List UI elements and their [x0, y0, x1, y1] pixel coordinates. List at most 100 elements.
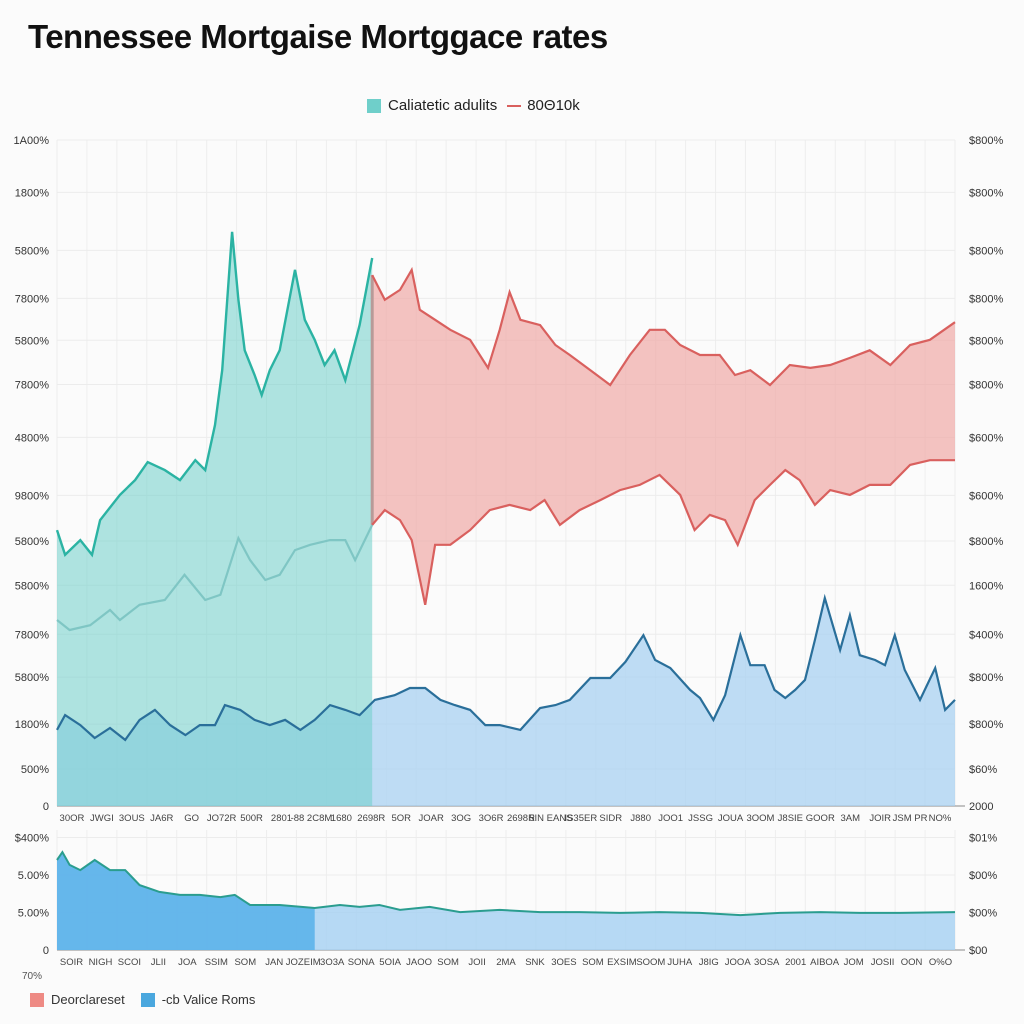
x-tick-label: 3OSA	[754, 957, 780, 968]
y-tick-right: $01%	[969, 833, 997, 845]
plot-panel-0: 1A00% $800% 1800% $800% 5800% $800% 7800% $800%…	[14, 135, 1004, 824]
y-tick-left: 5.00%	[18, 870, 49, 882]
x-tick-label: 30OR	[60, 813, 85, 824]
x-tick-label: 3O6R	[479, 813, 504, 824]
y-tick-left: 5.00%	[18, 908, 49, 920]
x-tick-label: 2001	[785, 957, 806, 968]
x-tick-label: SIDR	[599, 813, 622, 824]
y-tick-left: 0	[43, 945, 49, 957]
x-tick-label: SONA	[348, 957, 376, 968]
y-tick-left: 5800%	[15, 335, 49, 347]
x-tick-label: J8SIE	[778, 813, 803, 824]
x-tick-label: JWGI	[90, 813, 114, 824]
x-tick-label: JOAR	[418, 813, 443, 824]
series-line-blue	[56, 593, 956, 742]
legend-swatch-teal	[367, 98, 381, 113]
legend-swatch-blue	[140, 992, 155, 1007]
legend-line-red	[507, 104, 522, 107]
x-tick-label: JOSII	[871, 957, 895, 968]
x-tick-label: 3OOM	[746, 813, 774, 824]
y-tick-right: 2000	[969, 801, 993, 813]
x-tick-label: JLII	[151, 957, 166, 968]
x-tick-label: GOOR	[806, 813, 835, 824]
series-line-red-lower	[371, 459, 955, 606]
area-lower-dark	[57, 852, 315, 950]
y-tick-right: $400%	[969, 629, 1003, 641]
x-tick-label: JOO1	[658, 813, 683, 824]
x-tick-label: JOII	[468, 957, 485, 968]
y-tick-right: $600%	[969, 490, 1003, 502]
series-line-lower	[56, 850, 956, 917]
y-tick-left: 1A00%	[14, 135, 50, 147]
x-tick-label: -88 2C8M	[291, 813, 333, 824]
y-tick-left: 5800%	[15, 245, 49, 257]
y-tick-left: 7800%	[15, 380, 49, 392]
y-tick-left: 9800%	[15, 490, 49, 502]
x-tick-label: JUHA	[667, 957, 692, 968]
x-tick-label: 2698R	[507, 813, 535, 824]
x-tick-label: JOIR	[869, 813, 891, 824]
legend-label-blue: -cb Valice Roms	[161, 992, 256, 1007]
legend-label-red: 80Θ10k	[527, 97, 580, 114]
y-tick-left: 7800%	[15, 293, 49, 305]
x-tick-label: SSIM	[205, 957, 228, 968]
y-tick-right: $800%	[969, 719, 1003, 731]
x-tick-label: 5IN EANS	[529, 813, 572, 824]
x-tick-label: NIGH	[89, 957, 113, 968]
x-tick-label: NO%	[929, 813, 952, 824]
y-tick-left: 1800%	[15, 187, 49, 199]
x-tick-label: JOZEIM	[286, 957, 321, 968]
top-legend: Caliatetic adulits 80Θ10k	[367, 97, 580, 114]
x-tick-label: 3O3A	[320, 957, 345, 968]
y-tick-right: $00%	[969, 908, 997, 920]
extra-axis-label: 70%	[22, 971, 43, 982]
y-tick-left: 5800%	[15, 672, 49, 684]
y-tick-left: 4800%	[15, 432, 49, 444]
x-tick-label: J880	[630, 813, 651, 824]
x-tick-label: JAOO	[406, 957, 432, 968]
y-tick-right: $800%	[969, 135, 1003, 147]
x-tick-label: J8IG	[699, 957, 719, 968]
y-tick-left: 500%	[21, 764, 49, 776]
series-line-red-upper	[371, 266, 956, 387]
x-tick-label: SOIR	[60, 957, 83, 968]
y-tick-right: $800%	[969, 672, 1003, 684]
x-tick-label: 3OUS	[119, 813, 145, 824]
x-tick-label: JO72R	[207, 813, 237, 824]
y-tick-right: $00%	[969, 870, 997, 882]
x-tick-label: SOM	[582, 957, 604, 968]
y-tick-right: $800%	[969, 335, 1003, 347]
series-line-teal-upper	[55, 231, 374, 558]
x-tick-label: 2698R	[357, 813, 385, 824]
x-tick-label: SOM	[234, 957, 256, 968]
x-tick-label: AIBOA	[810, 957, 840, 968]
x-tick-label: O%O	[929, 957, 952, 968]
legend-label-red-bottom: Deorclareset	[51, 992, 125, 1007]
x-tick-label: SOOM	[636, 957, 665, 968]
plot-panel-1: $400% $01% 5.00% $00% 5.00% $00% 0 $00 SOIR NIGH S…	[15, 830, 997, 968]
y-tick-left: 5800%	[15, 536, 49, 548]
legend-label-teal: Caliatetic adulits	[388, 97, 498, 114]
x-tick-label: JSSG	[688, 813, 713, 824]
y-tick-right: $800%	[969, 187, 1003, 199]
x-tick-label: 2801	[271, 813, 292, 824]
x-tick-label: 5OR	[391, 813, 411, 824]
area-teal	[57, 231, 373, 807]
y-tick-left: 5800%	[15, 580, 49, 592]
x-tick-label: 3OES	[551, 957, 576, 968]
x-tick-label: SOM	[437, 957, 459, 968]
x-tick-label: OON	[901, 957, 923, 968]
x-tick-label: JOA	[178, 957, 197, 968]
x-tick-label: 1680	[331, 813, 352, 824]
y-tick-right: $800%	[969, 380, 1003, 392]
y-tick-right: $800%	[969, 245, 1003, 257]
x-tick-label: SCOI	[118, 957, 141, 968]
x-tick-label: JAN	[265, 957, 283, 968]
x-tick-label: 500R	[240, 813, 263, 824]
y-tick-right: $60%	[969, 764, 997, 776]
chart-title: Tennessee Mortgaise Mortggace rates	[28, 18, 608, 55]
x-tick-label: JSM PR	[893, 813, 928, 824]
x-tick-label: JA6R	[150, 813, 173, 824]
y-tick-right: $600%	[969, 432, 1003, 444]
x-tick-label: 2MA	[496, 957, 516, 968]
